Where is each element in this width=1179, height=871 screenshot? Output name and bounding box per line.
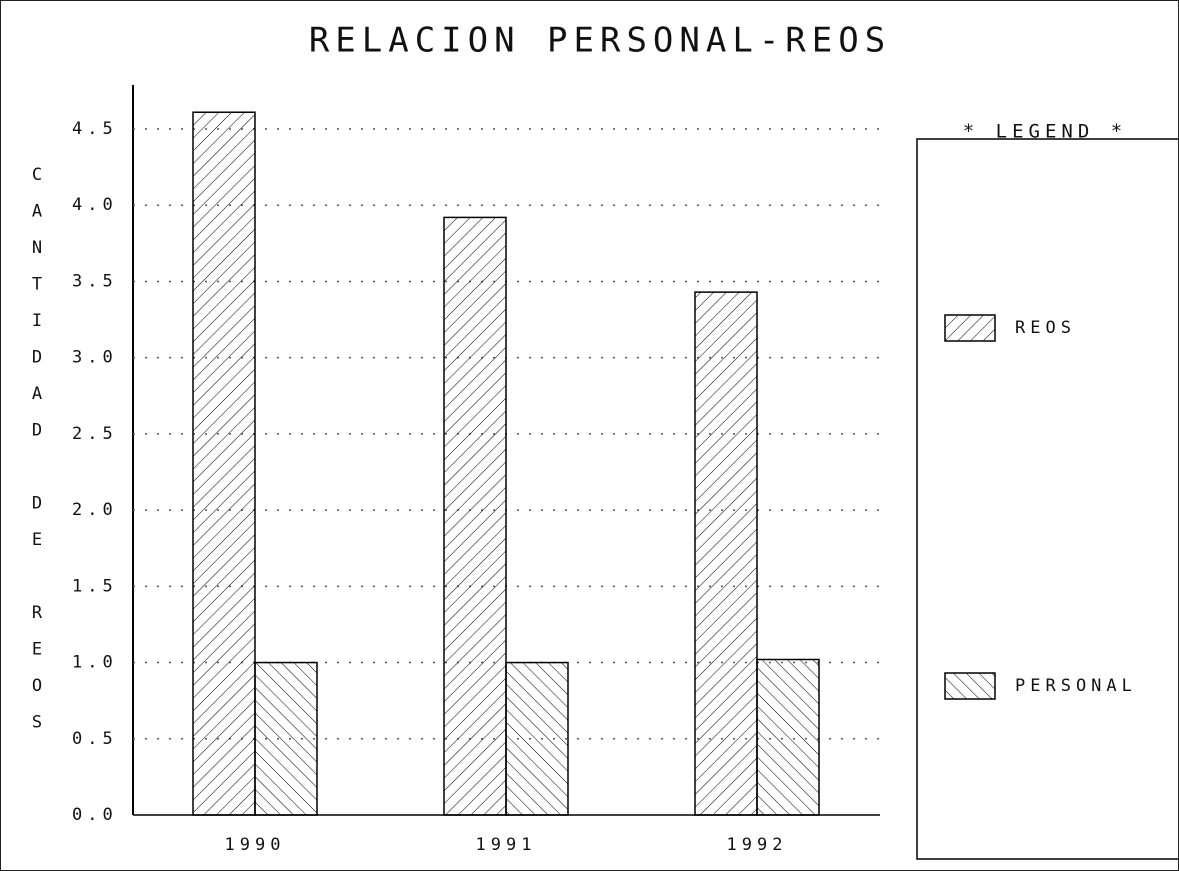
- y-tick-label: 3.0: [72, 348, 118, 368]
- legend-swatch: [944, 314, 996, 342]
- y-tick-label: 3.5: [72, 271, 118, 291]
- legend-label: PERSONAL: [1015, 676, 1137, 696]
- legend-swatch: [944, 672, 996, 700]
- y-tick-label: 1.0: [72, 653, 118, 673]
- x-tick-label: 1991: [476, 835, 537, 855]
- legend-title: * LEGEND *: [963, 121, 1127, 143]
- y-tick-label: 2.5: [72, 424, 118, 444]
- legend-label: REOS: [1015, 318, 1076, 338]
- bar: [254, 661, 318, 816]
- y-tick-label: 2.0: [72, 500, 118, 520]
- y-tick-label: 0.5: [72, 729, 118, 749]
- x-tick-label: 1992: [727, 835, 788, 855]
- bar: [756, 658, 820, 816]
- y-tick-label: 1.5: [72, 576, 118, 596]
- bar: [694, 291, 758, 816]
- legend-box: [916, 138, 1179, 860]
- bar: [443, 216, 507, 816]
- bar: [505, 661, 569, 816]
- y-tick-label: 4.0: [72, 195, 118, 215]
- x-tick-label: 1990: [225, 835, 286, 855]
- bar: [192, 111, 256, 816]
- y-tick-label: 0.0: [72, 805, 118, 825]
- y-tick-label: 4.5: [72, 119, 118, 139]
- chart-title: RELACION PERSONAL-REOS: [309, 21, 891, 61]
